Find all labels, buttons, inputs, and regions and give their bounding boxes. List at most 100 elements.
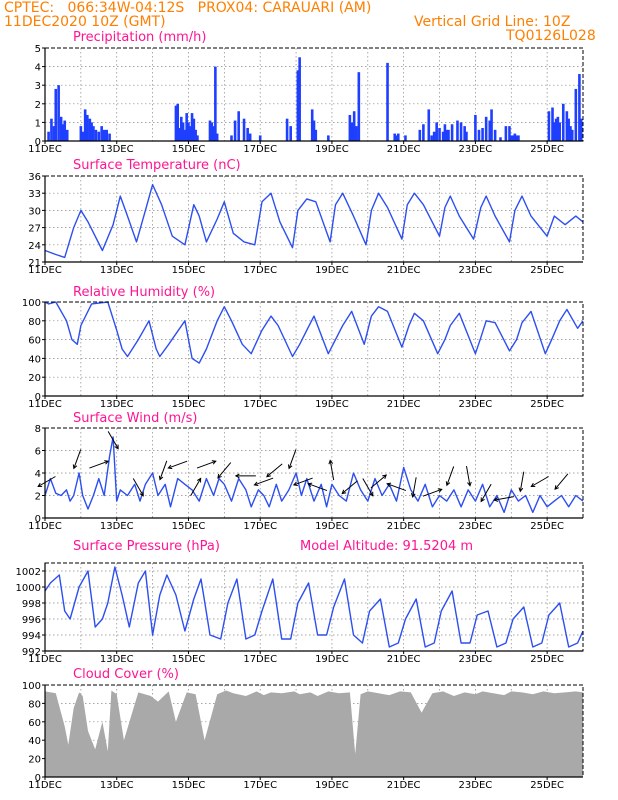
x-tick-label: 15DEC: [172, 654, 206, 665]
wind-arrow: [494, 496, 515, 501]
wind-arrow: [293, 477, 313, 486]
wind-arrow: [266, 463, 283, 478]
temperature-frame: [44, 175, 584, 263]
x-tick-label: 13DEC: [100, 654, 134, 665]
x-tick-label: 21DEC: [387, 521, 421, 532]
y-tick-label: 0: [35, 773, 41, 784]
x-tick-label: 23DEC: [459, 654, 493, 665]
precip-bar: [52, 126, 56, 141]
wind-arrow-head: [410, 493, 416, 499]
x-tick-label: 17DEC: [243, 265, 277, 276]
wind-arrow: [412, 477, 417, 498]
x-tick-label: 23DEC: [459, 780, 493, 791]
cloud-title: Cloud Cover (%): [73, 667, 179, 682]
precip-bar: [81, 131, 85, 141]
x-tick-label: 17DEC: [243, 144, 277, 155]
x-tick-label: 11DEC: [28, 654, 62, 665]
y-tick-label: 0: [35, 137, 41, 148]
precip-bar: [196, 135, 199, 141]
y-tick-label: 30: [28, 206, 41, 217]
precip-bar: [194, 129, 197, 141]
precip-bar: [178, 127, 181, 141]
y-tick-label: 24: [28, 241, 41, 252]
x-tick-label: 11DEC: [28, 521, 62, 532]
precip-bar: [327, 135, 330, 141]
x-tick-label: 25DEC: [530, 654, 564, 665]
precip-bar: [570, 129, 574, 141]
x-tick-label: 21DEC: [387, 399, 421, 410]
wind-arrow: [446, 466, 455, 486]
x-tick-label: 21DEC: [387, 144, 421, 155]
x-tick-label: 21DEC: [387, 654, 421, 665]
wind-arrow: [554, 473, 569, 490]
wind-arrow-head: [158, 475, 164, 481]
wind-arrow: [196, 460, 216, 469]
wind-arrow: [288, 449, 297, 469]
wind-arrow: [308, 483, 328, 492]
precip-bar: [296, 70, 300, 141]
y-tick-label: 0: [35, 392, 41, 403]
pressure-line: [44, 566, 584, 648]
precip-bar: [192, 118, 196, 141]
wind-arrow-head: [287, 464, 293, 470]
precip-bar: [298, 57, 301, 141]
wind-arrow: [37, 476, 56, 487]
y-tick-label: 40: [28, 736, 41, 747]
precip-bar: [465, 131, 468, 141]
y-tick-label: 992: [22, 647, 41, 658]
precip-bar: [396, 133, 400, 141]
precip-bar: [108, 133, 111, 141]
wind-arrow: [370, 474, 387, 489]
precip-bar: [285, 118, 289, 141]
x-tick-label: 25DEC: [530, 265, 564, 276]
precip-bar: [493, 129, 497, 141]
precip-bar: [187, 122, 190, 141]
wind-arrow: [329, 460, 335, 481]
y-tick-label: 100: [22, 681, 41, 692]
y-tick-label: 40: [28, 354, 41, 365]
precip-bar: [355, 126, 358, 141]
y-tick-label: 60: [28, 718, 41, 729]
cloud-cover-area: [45, 690, 583, 777]
x-tick-label: 13DEC: [100, 780, 134, 791]
x-tick-label: 15DEC: [172, 399, 206, 410]
header-date: 11DEC2020 10Z (GMT): [4, 14, 166, 30]
pressure-title: Surface Pressure (hPa): [73, 539, 220, 554]
precip-bar: [456, 120, 459, 141]
precip-bar: [490, 109, 493, 141]
wind-arrow: [73, 449, 82, 469]
precip-bar: [499, 137, 502, 141]
x-tick-label: 25DEC: [530, 521, 564, 532]
wind-arrow: [132, 478, 144, 497]
precip-bar: [310, 109, 314, 141]
precip-bar: [422, 124, 425, 141]
precip-bar: [551, 107, 554, 141]
y-tick-label: 998: [22, 599, 41, 610]
wind-arrow-head: [445, 481, 451, 487]
wind-arrow-head: [253, 481, 259, 487]
precip-bar: [386, 62, 389, 141]
wind-arrow-head: [217, 473, 222, 479]
y-tick-label: 1: [35, 118, 41, 129]
wind-arrow: [531, 476, 549, 487]
x-tick-label: 11DEC: [28, 399, 62, 410]
precip-bar: [174, 105, 178, 141]
x-tick-label: 13DEC: [100, 521, 134, 532]
precip-bar: [447, 129, 450, 141]
precip-bar: [567, 118, 570, 141]
precip-bar: [432, 131, 436, 141]
precip-bar: [183, 129, 187, 141]
precip-bar: [312, 120, 316, 141]
precip-bar: [50, 118, 53, 141]
precip-bar: [54, 88, 58, 141]
wind-arrow-head: [266, 472, 271, 478]
y-tick-label: 60: [28, 336, 41, 347]
y-tick-label: 5: [35, 44, 41, 55]
precip-bar: [352, 111, 356, 141]
precip-bar: [508, 126, 511, 141]
precip-bar: [214, 66, 217, 141]
precip-bar: [395, 135, 398, 141]
wind-arrow-head: [493, 497, 499, 502]
wind-arrow-head: [292, 481, 298, 487]
humidity-line: [44, 301, 584, 364]
